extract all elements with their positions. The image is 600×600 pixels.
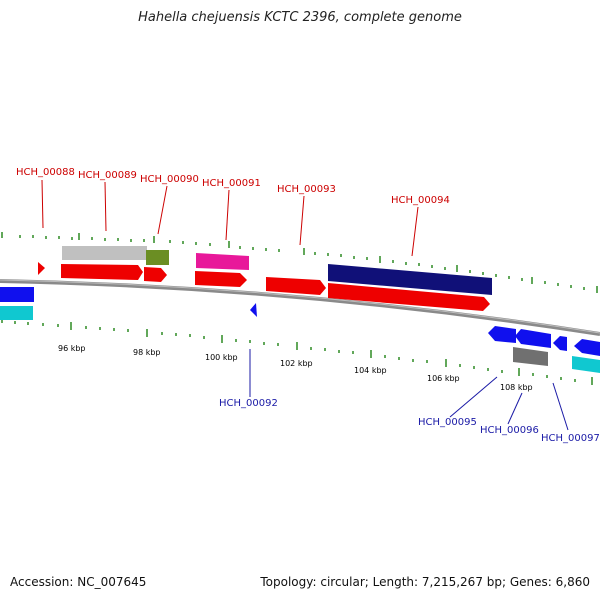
gene-hch-00091-arrow[interactable] [195, 271, 247, 287]
genome-backbone-highlight [0, 279, 600, 334]
gene-hch-00091-outer[interactable] [196, 253, 249, 270]
genome-backbone [0, 279, 600, 336]
gene-hch-00095-arrow[interactable] [488, 326, 516, 343]
gene-label-hch-00092[interactable]: HCH_00092 [219, 398, 278, 409]
gene-hch-00097-arrow[interactable] [574, 339, 600, 356]
gene-label-hch-00095[interactable]: HCH_00095 [418, 417, 477, 428]
gene-hch-00096-outer[interactable] [513, 347, 548, 366]
gene-left-cyan[interactable] [0, 306, 33, 320]
gene-hch-00094-arrow[interactable] [328, 283, 490, 311]
gene-hch-00090-arrow[interactable] [144, 267, 167, 282]
gene-hch-00097-outer[interactable] [572, 356, 600, 373]
gene-labels-bottom: HCH_00092 HCH_00095 HCH_00096 HCH_00097 [219, 398, 600, 444]
gene-left-blue[interactable] [0, 287, 34, 302]
scale-label: 106 kbp [427, 374, 460, 383]
gene-label-hch-00090[interactable]: HCH_00090 [140, 174, 199, 185]
scale-label: 96 kbp [58, 344, 86, 353]
accession-label: Accession: NC_007645 [10, 575, 147, 589]
leader-lines-bottom [249, 349, 569, 431]
gene-label-hch-00093[interactable]: HCH_00093 [277, 184, 336, 195]
gene-label-hch-00089[interactable]: HCH_00089 [78, 170, 137, 181]
gene-label-hch-00097[interactable]: HCH_00097 [541, 433, 600, 444]
gene-label-hch-00094[interactable]: HCH_00094 [391, 195, 450, 206]
gene-hch-00093-arrow[interactable] [266, 277, 326, 295]
gene-label-hch-00091[interactable]: HCH_00091 [202, 178, 261, 189]
scale-label: 108 kbp [500, 383, 533, 392]
gene-hch-00090-outer[interactable] [146, 250, 169, 265]
leader-lines-top [41, 179, 419, 257]
gene-hch-00094-outer[interactable] [328, 264, 492, 295]
gene-hch-00092-arrow[interactable] [250, 303, 257, 317]
reverse-strand-genes [0, 287, 600, 373]
scale-label: 100 kbp [205, 353, 238, 362]
scale-label: 98 kbp [133, 348, 161, 357]
gene-hch-00089-outer[interactable] [62, 246, 147, 260]
gene-label-hch-00088[interactable]: HCH_00088 [16, 167, 75, 178]
scale-labels: 96 kbp 98 kbp 100 kbp 102 kbp 104 kbp 10… [58, 344, 533, 392]
gene-hch-00089-arrow[interactable] [61, 264, 143, 280]
map-title: Hahella chejuensis KCTC 2396, complete g… [138, 10, 462, 25]
gene-label-hch-00096[interactable]: HCH_00096 [480, 425, 539, 436]
gene-hch-00096-arrow[interactable] [515, 329, 551, 348]
gene-hch-00088-arrow[interactable] [38, 262, 45, 275]
scale-label: 102 kbp [280, 359, 313, 368]
scale-label: 104 kbp [354, 366, 387, 375]
inner-tick-ring [1, 320, 593, 385]
gene-hch-00097-small-arrow[interactable] [553, 336, 567, 351]
genome-summary: Topology: circular; Length: 7,215,267 bp… [260, 575, 590, 589]
forward-strand-genes [38, 246, 492, 317]
gene-labels-top: HCH_00088 HCH_00089 HCH_00090 HCH_00091 … [16, 167, 450, 206]
outer-tick-ring [1, 232, 598, 293]
